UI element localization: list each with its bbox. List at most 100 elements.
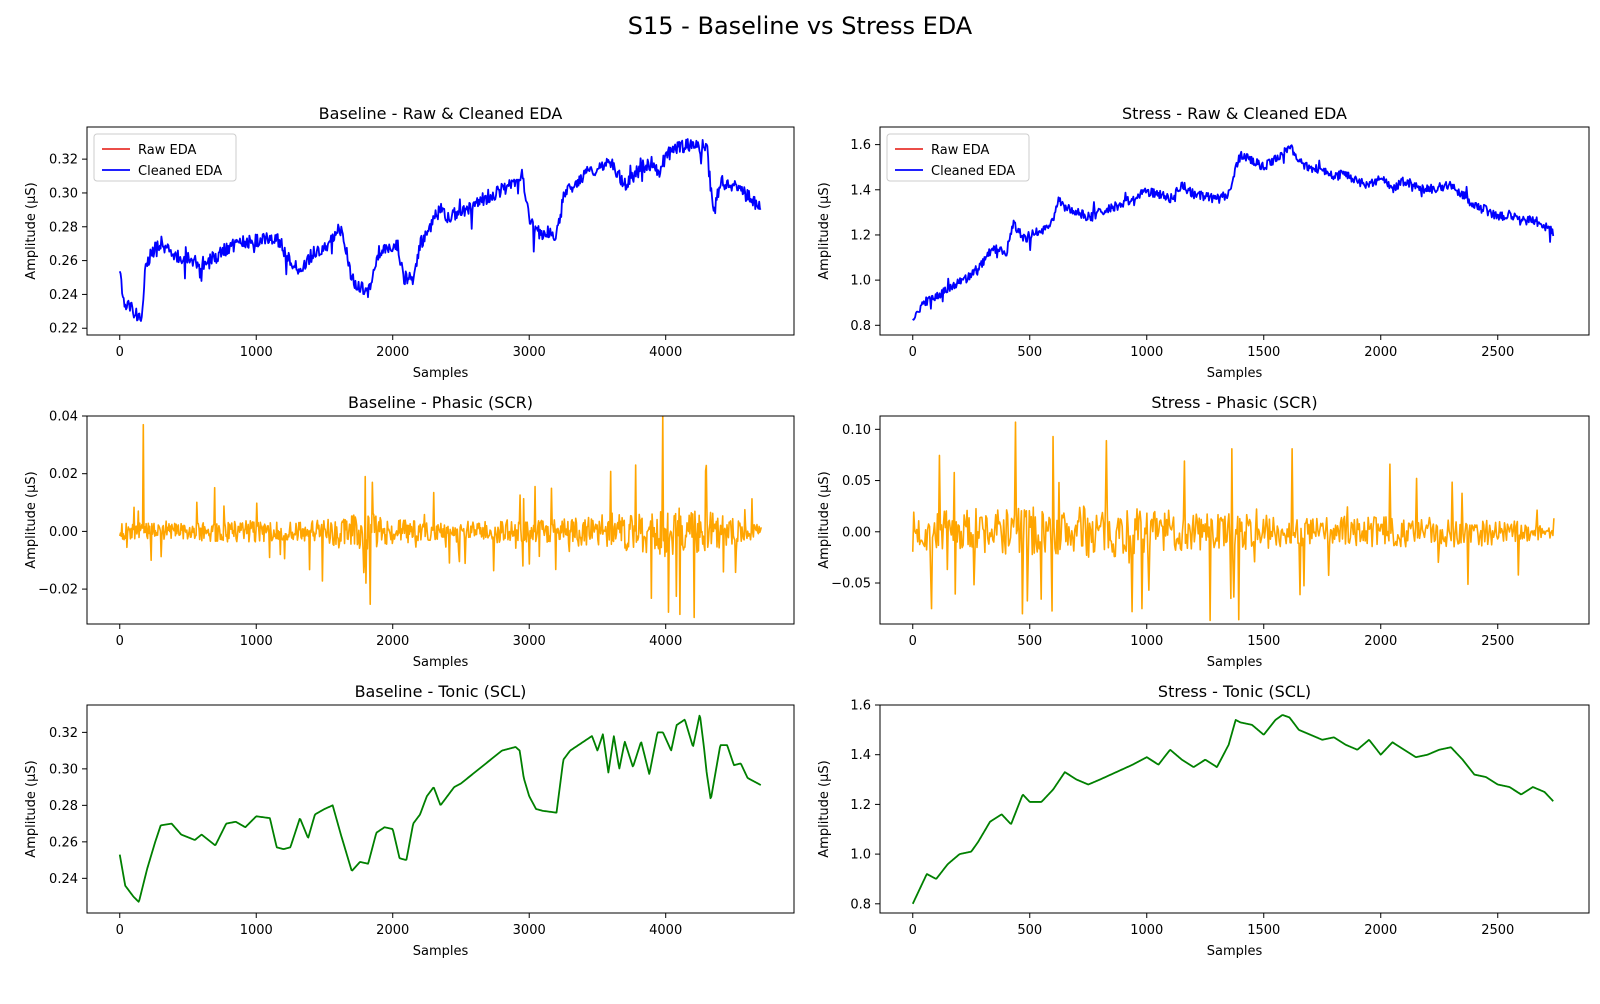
series-line-tonic: [911, 714, 1554, 905]
x-tick-label: 0: [909, 634, 917, 649]
x-axis-label: Samples: [413, 944, 469, 959]
y-tick-label: 0.02: [49, 467, 78, 482]
figure-title: S15 - Baseline vs Stress EDA: [627, 12, 973, 40]
legend-label: Cleaned EDA: [931, 164, 1015, 179]
subplot-title: Baseline - Raw & Cleaned EDA: [319, 104, 563, 123]
y-tick-label: 0.10: [842, 423, 871, 438]
x-tick-label: 2500: [1481, 345, 1514, 360]
x-tick-label: 4000: [649, 923, 682, 938]
y-axis-label: Amplitude (μS): [817, 760, 832, 857]
x-tick-label: 1000: [1130, 634, 1163, 649]
y-tick-label: 0.8: [850, 319, 871, 334]
x-axis-label: Samples: [413, 655, 469, 670]
y-tick-label: 0.32: [49, 153, 78, 168]
x-tick-label: 2500: [1481, 634, 1514, 649]
subplot-title: Baseline - Tonic (SCL): [355, 682, 527, 701]
y-tick-label: 0.28: [49, 799, 78, 814]
legend-label: Cleaned EDA: [138, 164, 222, 179]
x-tick-label: 2000: [376, 923, 409, 938]
x-tick-label: 4000: [649, 634, 682, 649]
series-line-tonic: [118, 714, 762, 903]
y-tick-label: 1.4: [850, 748, 871, 763]
subplot-title: Stress - Phasic (SCR): [1151, 393, 1317, 412]
subplot-title: Stress - Tonic (SCL): [1158, 682, 1311, 701]
y-axis-label: Amplitude (μS): [817, 471, 832, 568]
y-tick-label: 0.24: [49, 872, 78, 887]
y-axis-label: Amplitude (μS): [817, 182, 832, 279]
x-tick-label: 1500: [1247, 345, 1280, 360]
x-tick-label: 0: [116, 923, 124, 938]
subplot-stress-raw: 0 500 1000 1500 2000 2500 0.8 1.0 1.2 1.4 1.6 Stres…: [817, 104, 1590, 381]
subplot-baseline-raw: 0 1000 2000 3000 4000 0.22 0.24 0.26 0.28 0.30 0.3…: [24, 104, 795, 381]
x-tick-label: 0: [116, 345, 124, 360]
x-tick-label: 3000: [513, 345, 546, 360]
x-tick-label: 1000: [1130, 923, 1163, 938]
y-tick-label: 0.05: [842, 474, 871, 489]
y-tick-label: 1.2: [850, 798, 871, 813]
series-line-cleaned-eda: [912, 144, 1555, 321]
y-axis-label: Amplitude (μS): [24, 760, 39, 857]
axes-frame: [879, 126, 1590, 336]
x-axis-label: Samples: [1207, 944, 1263, 959]
series-line-phasic: [911, 421, 1555, 622]
subplot-title: Stress - Raw & Cleaned EDA: [1122, 104, 1347, 123]
subplot-baseline-phasic: 0 1000 2000 3000 4000 −0.02 0.00 0.02 0.04 Baseli…: [24, 393, 795, 670]
y-tick-label: 0.22: [49, 322, 78, 337]
x-tick-label: 2500: [1481, 923, 1514, 938]
y-tick-label: 0.24: [49, 288, 78, 303]
series-line-phasic: [118, 416, 763, 619]
y-tick-label: 0.8: [850, 897, 871, 912]
legend-label: Raw EDA: [138, 143, 196, 158]
x-tick-label: 2000: [376, 634, 409, 649]
axes-frame: [86, 126, 795, 336]
y-tick-label: −0.05: [831, 577, 871, 592]
x-tick-label: 500: [1017, 345, 1042, 360]
subplot-stress-tonic: 0 500 1000 1500 2000 2500 0.8 1.0 1.2 1.4 1.6 Stres…: [817, 682, 1590, 959]
x-axis-label: Samples: [413, 366, 469, 381]
x-axis-label: Samples: [1207, 366, 1263, 381]
y-tick-label: 0.00: [842, 525, 871, 540]
series-line-cleaned-eda: [118, 138, 762, 322]
x-tick-label: 500: [1017, 634, 1042, 649]
axes-frame: [86, 704, 795, 914]
y-tick-label: 0.30: [49, 762, 78, 777]
y-axis-label: Amplitude (μS): [24, 182, 39, 279]
y-tick-label: 1.4: [850, 183, 871, 198]
x-tick-label: 0: [909, 923, 917, 938]
y-tick-label: 0.32: [49, 726, 78, 741]
y-tick-label: 1.0: [850, 848, 871, 863]
subplot-baseline-tonic: 0 1000 2000 3000 4000 0.24 0.26 0.28 0.30 0.32 Bas…: [24, 682, 795, 959]
x-tick-label: 2000: [1364, 345, 1397, 360]
x-tick-label: 0: [116, 634, 124, 649]
y-tick-label: 1.6: [850, 138, 871, 153]
y-tick-label: 1.2: [850, 228, 871, 243]
axes-frame: [86, 415, 795, 625]
x-tick-label: 1500: [1247, 923, 1280, 938]
x-tick-label: 2000: [376, 345, 409, 360]
axes-frame: [879, 704, 1590, 914]
y-tick-label: 0.30: [49, 186, 78, 201]
x-tick-label: 500: [1017, 923, 1042, 938]
y-tick-label: 0.26: [49, 835, 78, 850]
x-axis-label: Samples: [1207, 655, 1263, 670]
x-tick-label: 1500: [1247, 634, 1280, 649]
x-tick-label: 2000: [1364, 923, 1397, 938]
legend: Raw EDA Cleaned EDA: [886, 133, 1030, 182]
legend-label: Raw EDA: [931, 143, 989, 158]
x-tick-label: 0: [909, 345, 917, 360]
x-tick-label: 1000: [240, 345, 273, 360]
x-tick-label: 2000: [1364, 634, 1397, 649]
subplot-stress-phasic: 0 500 1000 1500 2000 2500 −0.05 0.00 0.05 0.10 Str…: [817, 393, 1590, 670]
y-tick-label: 0.04: [49, 410, 78, 425]
x-tick-label: 3000: [513, 634, 546, 649]
x-tick-label: 1000: [1130, 345, 1163, 360]
y-tick-label: −0.02: [38, 583, 78, 598]
y-tick-label: 0.26: [49, 254, 78, 269]
y-tick-label: 0.28: [49, 220, 78, 235]
x-tick-label: 3000: [513, 923, 546, 938]
axes-frame: [879, 415, 1590, 625]
subplot-title: Baseline - Phasic (SCR): [348, 393, 533, 412]
x-tick-label: 4000: [649, 345, 682, 360]
